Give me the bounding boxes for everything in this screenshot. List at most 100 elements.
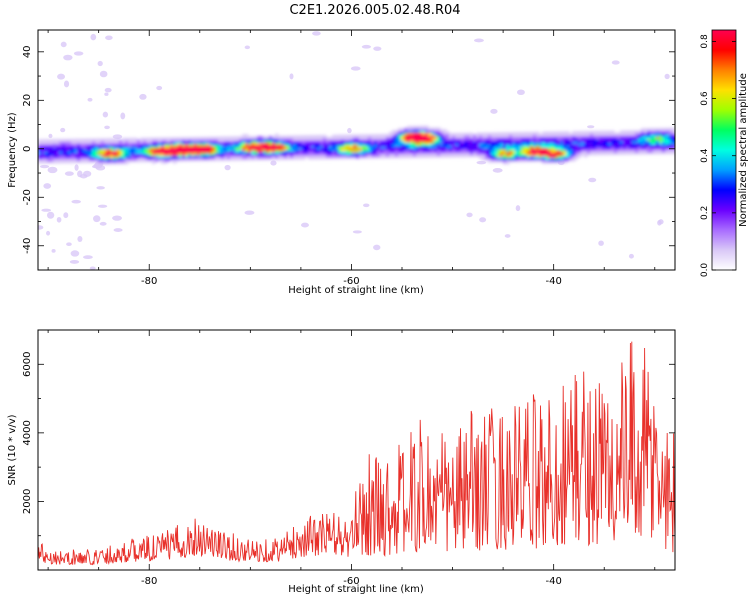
spectrogram-cell <box>173 156 177 160</box>
spectrogram-cell <box>116 153 120 157</box>
spectrogram-cell <box>344 146 348 150</box>
spectrogram-cell <box>452 154 456 158</box>
spectrogram-cell <box>242 142 246 146</box>
spectrogram-cell <box>536 149 540 153</box>
spectrogram-cell <box>173 139 177 143</box>
spectrogram-cell <box>461 132 465 136</box>
spectrogram-cell <box>269 155 273 159</box>
spectrogram-cell <box>218 140 222 144</box>
spectrogram-cell <box>359 134 363 138</box>
spectrogram-cell <box>122 153 126 157</box>
spectrogram-cell <box>293 137 297 141</box>
spectrogram-cell <box>446 138 450 142</box>
spectrogram-cell <box>308 154 312 158</box>
spectrogram-cell <box>545 152 549 156</box>
spectrogram-cell <box>101 138 105 142</box>
spectrogram-cell <box>131 155 135 159</box>
spectrogram-cell <box>503 140 507 144</box>
spectrogram-cell <box>458 132 462 136</box>
spectrogram-cell <box>212 156 216 160</box>
spectrogram-cell <box>341 154 345 158</box>
spectrogram-cell <box>572 156 576 160</box>
spectrogram-cell <box>281 143 285 147</box>
spectrogram-cell <box>626 142 630 146</box>
spectrogram-cell <box>638 151 642 155</box>
spectrogram-cell <box>521 137 525 141</box>
spectrogram-cell <box>326 146 330 150</box>
spectrogram-cell <box>317 154 321 158</box>
spectrogram-cell <box>362 155 366 159</box>
spectrogram-cell <box>50 158 54 162</box>
spectrogram-cell <box>656 147 660 151</box>
spectrogram-cell <box>62 146 66 150</box>
spectrogram-cell <box>104 142 108 146</box>
spectrogram-cell <box>185 150 189 154</box>
spectrogram-cell <box>572 144 576 148</box>
spectrogram-cell <box>662 139 666 143</box>
spectrogram-cell <box>470 154 474 158</box>
spectrogram-cell <box>368 155 372 159</box>
spectrogram-speckle <box>301 222 309 228</box>
spectrogram-cell <box>251 149 255 153</box>
spectrogram-speckle <box>77 236 83 243</box>
spectrogram-cell <box>125 151 129 155</box>
spectrogram-cell <box>416 151 420 155</box>
spectrogram-cell <box>416 135 420 139</box>
spectrogram-cell <box>650 128 654 132</box>
spectrogram-cell <box>212 148 216 152</box>
spectrogram-cell <box>578 154 582 158</box>
spectrogram-cell <box>107 157 111 161</box>
spectrogram-cell <box>572 135 576 139</box>
spectrogram-cell <box>116 151 120 155</box>
spectrogram-cell <box>533 145 537 149</box>
spectrogram-cell <box>302 145 306 149</box>
spectrogram-cell <box>332 144 336 148</box>
spectrogram-cell <box>110 142 114 146</box>
spectrogram-cell <box>179 156 183 160</box>
spectrogram-cell <box>122 141 126 145</box>
spectrogram-cell <box>515 155 519 159</box>
spectrogram-cell <box>257 153 261 157</box>
spectrogram-cell <box>494 140 498 144</box>
spectrogram-cell <box>467 140 471 144</box>
spectrogram-cell <box>80 158 84 162</box>
spectrogram-cell <box>209 140 213 144</box>
spectrogram-cell <box>566 139 570 143</box>
spectrogram-cell <box>203 150 207 154</box>
spectrogram-cell <box>563 160 567 164</box>
spectrogram-cell <box>554 156 558 160</box>
spectrogram-cell <box>662 135 666 139</box>
spectrogram-cell <box>500 142 504 146</box>
spectrogram-cell <box>119 153 123 157</box>
spectrogram-cell <box>653 128 657 132</box>
spectrogram-cell <box>527 141 531 145</box>
spectrogram-cell <box>575 131 579 135</box>
spectrogram-cell <box>356 151 360 155</box>
spectrogram-cell <box>218 152 222 156</box>
spectrogram-cell <box>317 144 321 148</box>
spectrogram-cell <box>662 143 666 147</box>
spectrogram-cell <box>545 133 549 137</box>
spectrogram-cell <box>152 157 156 161</box>
spectrogram-cell <box>425 148 429 152</box>
spectrogram-cell <box>479 134 483 138</box>
spectrogram-cell <box>461 148 465 152</box>
spectrogram-cell <box>173 137 177 141</box>
spectrogram-cell <box>620 138 624 142</box>
spectrogram-cell <box>647 132 651 136</box>
spectrogram-cell <box>503 134 507 138</box>
spectrogram-cell <box>131 153 135 157</box>
spectrogram-cell <box>284 156 288 160</box>
spectrogram-cell <box>353 144 357 148</box>
spectrogram-cell <box>602 146 606 150</box>
spectrogram-cell <box>77 148 81 152</box>
spectrogram-cell <box>146 157 150 161</box>
spectrogram-cell <box>68 160 72 164</box>
spectrogram-cell <box>644 151 648 155</box>
spectrogram-cell <box>410 135 414 139</box>
spectrogram-cell <box>557 137 561 141</box>
spectrogram-cell <box>536 147 540 151</box>
spectrogram-cell <box>659 147 663 151</box>
spectrogram-cell <box>404 149 408 153</box>
spectrogram-cell <box>164 160 168 164</box>
